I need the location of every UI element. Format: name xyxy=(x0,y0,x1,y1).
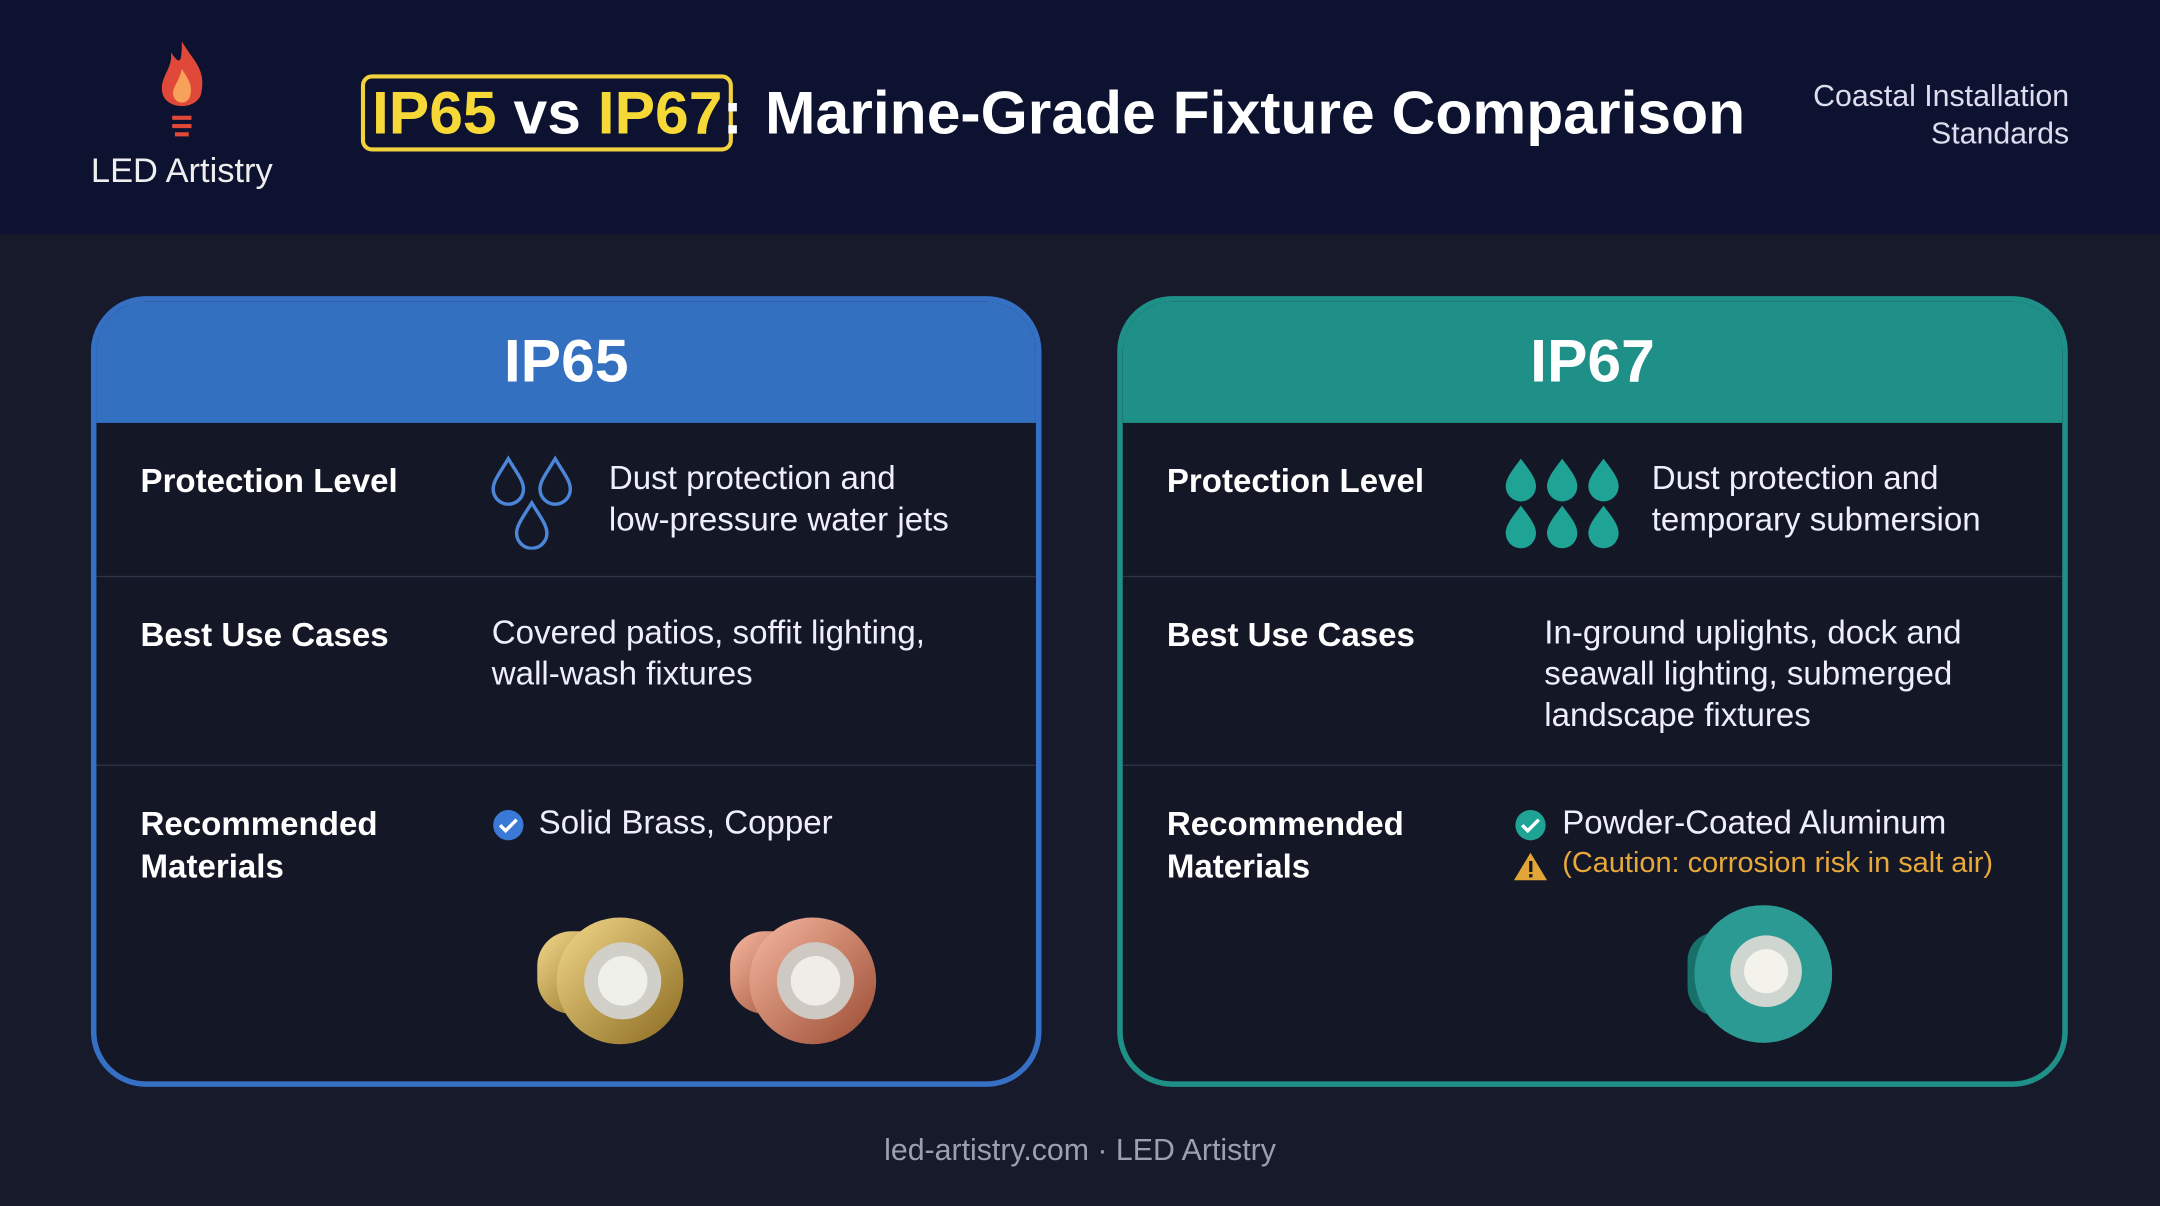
label-line: Recommended xyxy=(1166,805,1404,844)
card: IP65 Protection Level Dust protection an… xyxy=(90,296,1042,1087)
card: IP67 Protection Level Dust protection an… xyxy=(1117,296,2068,1087)
divider xyxy=(96,764,1036,766)
drop-icons xyxy=(491,455,573,550)
card-title: IP67 xyxy=(1122,301,2063,423)
row-label: Best Use Cases xyxy=(140,617,389,655)
card-title: IP65 xyxy=(96,301,1036,423)
fixture-image xyxy=(1687,905,1833,1043)
divider xyxy=(1122,764,2063,766)
title: IP65 vs IP67: Marine-Grade Fixture Compa… xyxy=(372,77,1745,151)
check-icon xyxy=(493,810,524,841)
divider xyxy=(96,575,1036,578)
title-a: IP65 xyxy=(371,79,497,148)
text-line: Covered patios, soffit lighting, xyxy=(491,614,925,652)
text-line: wall-wash fixtures xyxy=(491,655,753,693)
logo-icon xyxy=(161,41,203,137)
row-text: In-ground uplights, dock and seawall ligh… xyxy=(1544,613,1961,737)
logo-text: LED Artistry xyxy=(90,151,273,191)
divider xyxy=(1122,575,2063,578)
row-text: Dust protection and temporary submersion xyxy=(1652,459,1981,542)
fixture-images xyxy=(537,917,877,1045)
row-label: Protection Level xyxy=(140,462,398,501)
label-line: Materials xyxy=(1166,848,1311,886)
subtitle-line: Coastal Installation xyxy=(1813,78,2070,113)
text-line: temporary submersion xyxy=(1651,501,1981,539)
caution: (Caution: corrosion risk in salt air) xyxy=(1562,847,1994,879)
title-vs: vs xyxy=(513,79,581,148)
label-line: Recommended xyxy=(140,805,378,844)
subtitle-line: Standards xyxy=(1930,115,2070,151)
check-icon xyxy=(1515,810,1546,841)
text-line: In-ground uplights, dock and xyxy=(1544,614,1962,652)
text-line: landscape fixtures xyxy=(1544,697,1811,735)
text-line: Dust protection and xyxy=(608,460,896,498)
row-label: Recommended Materials xyxy=(1167,803,1404,888)
row-label: Recommended Materials xyxy=(141,803,378,888)
text-line: seawall lighting, submerged xyxy=(1544,655,1953,693)
title-rest: Marine-Grade Fixture Comparison xyxy=(765,79,1746,148)
label-line: Materials xyxy=(140,848,284,886)
drop-icons xyxy=(1505,458,1619,549)
text-line: low-pressure water jets xyxy=(608,501,949,539)
row-label: Best Use Cases xyxy=(1166,617,1415,655)
warning-icon xyxy=(1513,852,1548,881)
material: Powder-Coated Aluminum xyxy=(1562,804,1947,842)
row-label: Protection Level xyxy=(1166,462,1425,501)
material: Solid Brass, Copper xyxy=(538,804,833,842)
text-line: Dust protection and xyxy=(1651,460,1939,498)
subtitle: Coastal Installation Standards xyxy=(1813,77,2069,151)
footer: led-artistry.com · LED Artistry xyxy=(884,1132,1276,1167)
row-text: Covered patios, soffit lighting, wall-was… xyxy=(492,613,925,696)
header xyxy=(0,0,2160,235)
title-colon: : xyxy=(722,79,743,148)
title-highlight xyxy=(360,74,733,152)
title-b: IP67 xyxy=(597,79,723,148)
row-text: Dust protection and low-pressure water je… xyxy=(609,459,949,542)
